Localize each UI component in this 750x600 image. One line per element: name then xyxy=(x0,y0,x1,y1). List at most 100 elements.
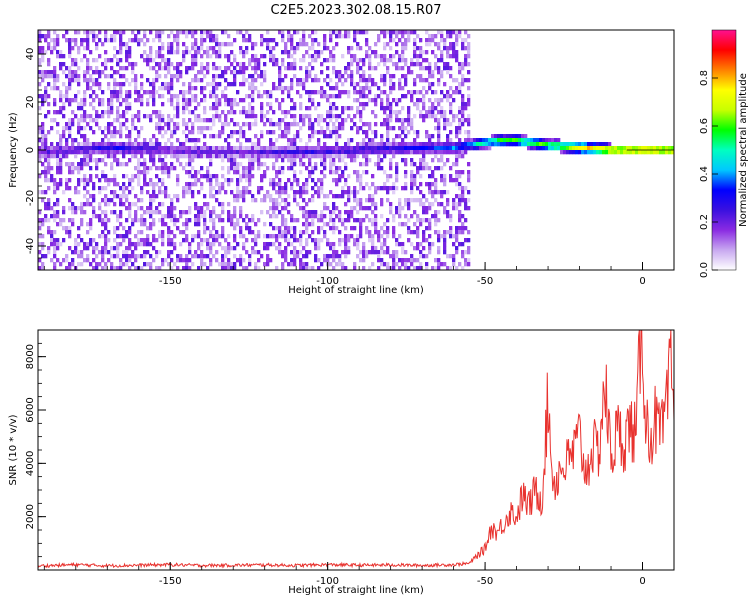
spectrogram-cell xyxy=(386,262,390,267)
spectrogram-cell xyxy=(428,190,432,195)
spectrogram-cell xyxy=(56,74,60,79)
spectrogram-cell xyxy=(113,82,117,87)
spectrogram-cell xyxy=(188,174,192,179)
spectrogram-cell xyxy=(221,42,225,47)
spectrogram-cell xyxy=(209,150,213,155)
spectrogram-cell xyxy=(371,218,375,223)
spectrogram-cell xyxy=(356,42,360,47)
spectrogram-cell xyxy=(458,126,462,131)
spectrogram-cell xyxy=(80,58,84,63)
spectrogram-cell xyxy=(152,94,156,99)
spectrogram-cell xyxy=(50,206,54,211)
spectrogram-cell xyxy=(200,250,204,255)
spectrogram-cell xyxy=(281,58,285,63)
spectrogram-cell xyxy=(365,254,369,259)
spectrogram-cell xyxy=(401,222,405,227)
spectrogram-cell xyxy=(200,70,204,75)
spectrogram-cell xyxy=(617,150,621,155)
spectrogram-cell xyxy=(101,42,105,47)
spectrogram-cell xyxy=(206,174,210,179)
spectrogram-cell xyxy=(161,262,165,267)
spectrogram-cell xyxy=(272,214,276,219)
spectrogram-cell xyxy=(368,66,372,71)
spectrogram-cell xyxy=(233,122,237,127)
spectrogram-cell xyxy=(347,34,351,39)
spectrogram-cell xyxy=(104,162,108,167)
spectrogram-cell xyxy=(245,178,249,183)
spectrogram-cell xyxy=(356,110,360,115)
spectrogram-cell xyxy=(356,238,360,243)
spectrogram-cell xyxy=(188,98,192,103)
spectrogram-cell xyxy=(56,170,60,175)
spectrogram-cell xyxy=(290,54,294,59)
spectrogram-cell xyxy=(425,162,429,167)
spectrogram-cell xyxy=(236,90,240,95)
spectrogram-cell xyxy=(197,242,201,247)
spectrogram-cell xyxy=(53,250,57,255)
spectrogram-cell xyxy=(284,150,288,155)
spectrogram-cell xyxy=(374,54,378,59)
spectrogram-cell xyxy=(71,166,75,171)
spectrogram-cell xyxy=(116,58,120,63)
spectrogram-cell xyxy=(299,94,303,99)
spectrogram-cell xyxy=(233,102,237,107)
spectrogram-cell xyxy=(188,90,192,95)
spectrogram-cell xyxy=(521,138,525,143)
spectrogram-cell xyxy=(242,74,246,79)
spectrogram-cell xyxy=(122,182,126,187)
spectrogram-cell xyxy=(38,154,42,159)
spectrogram-cell xyxy=(401,158,405,163)
spectrogram-cell xyxy=(368,206,372,211)
spectrogram-cell xyxy=(383,110,387,115)
spectrogram-cell xyxy=(38,58,42,63)
spectrogram-cell xyxy=(200,186,204,191)
spectrogram-cell xyxy=(200,214,204,219)
spectrogram-cell xyxy=(83,202,87,207)
spectrogram-cell xyxy=(308,174,312,179)
spectrogram-cell xyxy=(128,38,132,43)
spectrogram-cell xyxy=(341,170,345,175)
spectrogram-cell xyxy=(56,166,60,171)
spectrogram-cell xyxy=(416,102,420,107)
spectrogram-cell xyxy=(206,166,210,171)
spectrogram-cell xyxy=(272,210,276,215)
spectrogram-cell xyxy=(239,70,243,75)
spectrogram-cell xyxy=(161,118,165,123)
spectrogram-cell xyxy=(68,46,72,51)
spectrogram-cell xyxy=(278,186,282,191)
spectrogram-cell xyxy=(338,94,342,99)
spectrogram-cell xyxy=(326,222,330,227)
spectrogram-cell xyxy=(275,190,279,195)
spectrogram-cell xyxy=(350,126,354,131)
spectrogram-cell xyxy=(344,146,348,151)
spectrogram-cell xyxy=(80,114,84,119)
spectrogram-cell xyxy=(233,266,237,271)
spectrogram-cell xyxy=(161,102,165,107)
spectrogram-cell xyxy=(380,166,384,171)
spectrogram-cell xyxy=(167,242,171,247)
spectrogram-cell xyxy=(293,106,297,111)
spectrogram-cell xyxy=(452,162,456,167)
spectrogram-cell xyxy=(335,130,339,135)
spectrogram-cell xyxy=(68,178,72,183)
spectrogram-cell xyxy=(332,70,336,75)
spectrogram-cell xyxy=(398,66,402,71)
spectrogram-cell xyxy=(431,266,435,271)
spectrogram-cell xyxy=(431,38,435,43)
spectrogram-cell xyxy=(236,122,240,127)
spectrogram-cell xyxy=(188,182,192,187)
spectrogram-cell xyxy=(170,42,174,47)
spectrogram-cell xyxy=(359,74,363,79)
spectrogram-cell xyxy=(164,194,168,199)
spectrogram-cell xyxy=(65,30,69,35)
spectrogram-cell xyxy=(170,78,174,83)
spectrogram-cell xyxy=(242,198,246,203)
spectrogram-cell xyxy=(116,182,120,187)
spectrogram-cell xyxy=(248,258,252,263)
spectrogram-cell xyxy=(467,230,471,235)
spectrogram-cell xyxy=(128,258,132,263)
spectrogram-cell xyxy=(122,250,126,255)
spectrogram-cell xyxy=(236,194,240,199)
x-tick-label: 0 xyxy=(639,576,645,587)
spectrogram-cell xyxy=(215,134,219,139)
